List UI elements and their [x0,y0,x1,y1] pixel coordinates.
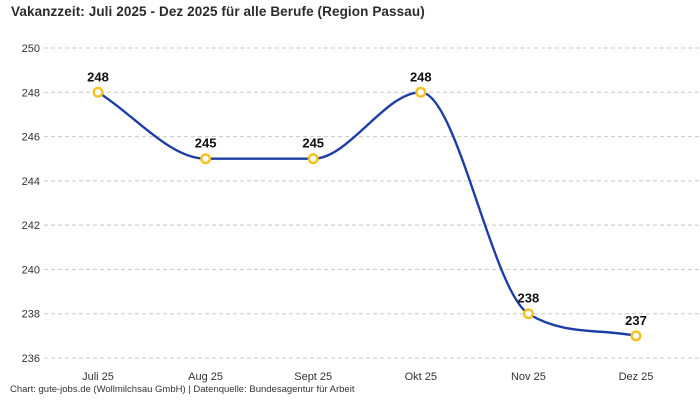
data-point-label: 248 [87,69,109,84]
x-tick-label: Nov 25 [511,371,546,383]
x-tick-label: Okt 25 [405,371,437,383]
data-point-label: 245 [195,136,217,151]
data-point[interactable] [92,86,104,98]
data-point[interactable] [307,153,319,165]
data-point[interactable] [630,330,642,342]
data-point[interactable] [415,86,427,98]
y-tick-label: 236 [22,353,40,365]
data-point-label: 238 [518,291,540,306]
data-point[interactable] [200,153,212,165]
y-tick-label: 240 [22,264,40,276]
y-tick-label: 244 [22,176,40,188]
y-tick-label: 246 [22,132,40,144]
data-point-label: 245 [302,136,324,151]
x-tick-label: Dez 25 [619,371,654,383]
x-tick-label: Aug 25 [188,371,223,383]
data-point[interactable] [522,308,534,320]
y-tick-label: 238 [22,309,40,321]
data-point-label: 237 [625,313,647,328]
y-tick-label: 250 [22,43,40,55]
data-point-label: 248 [410,69,432,84]
series-line [96,91,638,338]
x-tick-label: Sept 25 [294,371,332,383]
y-tick-label: 242 [22,220,40,232]
x-tick-label: Juli 25 [82,371,114,383]
chart-title: Vakanzzeit: Juli 2025 - Dez 2025 für all… [11,4,425,19]
chart-credit: Chart: gute-jobs.de (Wollmilchsau GmbH) … [10,384,355,395]
y-tick-label: 248 [22,87,40,99]
